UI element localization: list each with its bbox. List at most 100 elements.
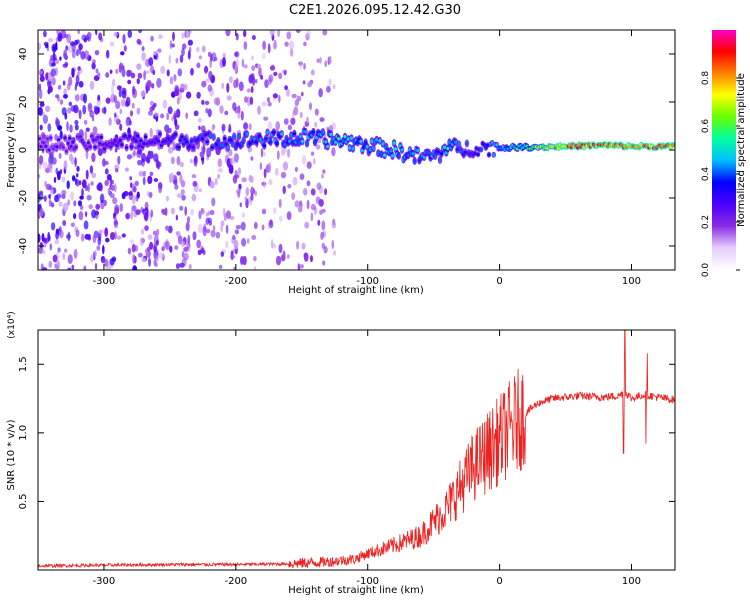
noise-blob [45,167,50,174]
noise-blob [297,263,301,270]
noise-blob [304,221,310,229]
noise-blob [64,248,68,253]
noise-blob [65,45,69,51]
noise-blob [286,88,290,97]
noise-blob [160,113,165,119]
noise-blob [183,246,189,252]
noise-blob [273,71,278,76]
colorbar-swatch [712,112,736,115]
colorbar-swatch [712,32,736,35]
noise-blob [322,260,326,266]
noise-blob [109,193,115,199]
noise-blob [115,168,119,173]
noise-blob [81,34,87,41]
ridge-point [242,138,246,142]
x-tick-label: 100 [622,576,641,587]
x-tick-label: 0 [496,576,502,587]
ridge-point [188,144,192,148]
noise-blob [136,63,142,70]
noise-blob [96,245,101,251]
noise-blob [94,50,100,56]
ridge-point [49,136,53,140]
colorbar-swatch [712,258,736,261]
noise-blob [125,118,130,127]
noise-blob [74,124,79,131]
noise-blob [91,172,97,178]
noise-blob [193,157,198,167]
noise-blob [84,211,88,218]
noise-blob [98,32,103,41]
colorbar-swatch [712,196,736,199]
ridge-point [368,148,372,152]
colorbar-swatch [712,224,736,227]
noise-blob [90,181,94,186]
noise-blob [220,251,224,257]
noise-blob [45,73,49,81]
noise-blob [119,62,124,70]
noise-blob [331,147,336,157]
noise-blob [197,117,202,123]
noise-blob [87,102,93,113]
noise-blob [164,207,168,217]
colorbar-gradient [712,30,736,271]
noise-blob [67,199,71,206]
noise-blob [150,35,154,42]
noise-blob [311,151,315,156]
noise-blob [207,217,212,223]
ridge-point [71,140,75,144]
noise-blob [196,62,201,69]
noise-blob [77,66,81,71]
ridge-point [487,153,491,157]
noise-blob [295,30,301,34]
noise-blob [70,105,76,112]
noise-blob [263,116,269,121]
noise-blob [176,156,181,166]
noise-blob [74,120,79,125]
y-tick-label: 1.0 [18,425,29,441]
ridge-point [38,137,42,141]
ridge-point [465,141,469,146]
noise-blob [64,33,69,39]
noise-blob [129,176,132,181]
noise-blob [48,197,52,208]
noise-blob [61,107,67,116]
colorbar-swatch [712,84,736,87]
noise-blob [92,126,98,136]
noise-blob [63,52,67,60]
noise-blob [310,188,316,196]
noise-blob [77,200,83,207]
noise-blob [275,121,281,131]
noise-blob [69,124,73,133]
noise-blob [84,130,88,141]
ridge-point [61,145,65,149]
noise-blob [182,43,187,50]
noise-blob [38,83,42,92]
noise-blob [228,149,233,157]
colorbar-swatch [712,48,736,51]
noise-blob [43,195,47,202]
noise-blob [147,234,153,241]
ridge-point [416,148,420,153]
noise-blob [175,231,180,236]
noise-blob [111,84,114,95]
noise-blob [237,105,241,115]
noise-blob [283,70,287,76]
noise-blob [321,174,324,179]
noise-blob [153,178,159,182]
noise-blob [251,65,256,71]
noise-blob [299,111,303,119]
x-tick-label: -300 [93,276,116,287]
noise-blob [262,52,266,60]
colorbar-swatch [712,250,736,253]
noise-blob [156,239,159,246]
colorbar: 0.0 0.2 0.4 0.6 0.8 Normalized spectral ampl… [701,30,747,277]
noise-blob [141,228,145,235]
ridge-point [427,151,431,155]
noise-blob [131,102,135,109]
noise-blob [191,174,197,179]
noise-blob [207,51,212,58]
colorbar-swatch [712,184,736,187]
x-tick-label: -200 [224,576,247,587]
noise-blob [248,174,252,182]
noise-blob [155,52,159,61]
